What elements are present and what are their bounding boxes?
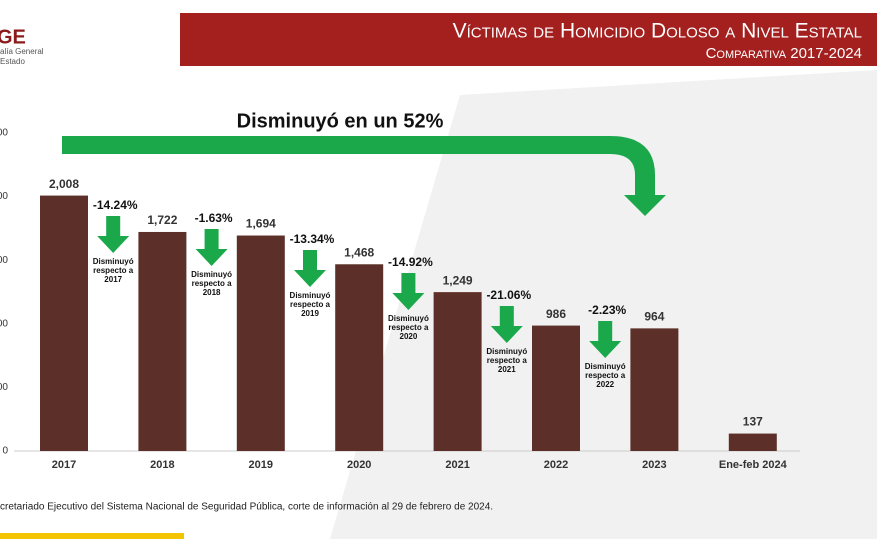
logo-subtitle: Estado (0, 57, 25, 66)
change-label: -14.92% (388, 255, 433, 269)
change-note: respecto a (487, 356, 528, 365)
change-note: Disminuyó (93, 257, 134, 266)
decrease-arrow (62, 136, 666, 216)
change-note: 2020 (400, 332, 418, 341)
x-tick-label: 2023 (642, 459, 666, 471)
change-label: -21.06% (486, 288, 531, 302)
change-note: respecto a (585, 371, 626, 380)
change-note: Disminuyó (290, 291, 331, 300)
logo-subtitle: alía General (0, 47, 44, 56)
bar (335, 264, 384, 451)
change-note: 2019 (301, 309, 319, 318)
change-note: 2022 (596, 380, 614, 389)
value-label: 986 (546, 307, 566, 321)
change-arrow (490, 306, 523, 343)
value-label: 137 (743, 415, 763, 429)
change-note: Disminuyó (486, 347, 527, 356)
change-note: Disminuyó (388, 314, 429, 323)
change-label: -14.24% (93, 198, 138, 212)
y-tick-label: 2,500 (0, 128, 8, 139)
x-tick-label: 2019 (249, 459, 273, 471)
x-tick-label: 2021 (445, 459, 469, 471)
x-tick-label: 2022 (544, 459, 568, 471)
value-label: 1,249 (443, 273, 473, 287)
bar (532, 325, 580, 451)
y-tick-label: 2,000 (0, 191, 8, 202)
x-tick-label: Ene-feb 2024 (719, 459, 788, 471)
logo: GE (0, 26, 26, 48)
change-arrow (97, 216, 130, 253)
value-label: 1,694 (246, 217, 276, 231)
change-note: Disminuyó (191, 270, 232, 279)
change-label: -13.34% (290, 232, 335, 246)
change-arrow (294, 250, 326, 287)
change-note: Disminuyó (585, 362, 626, 371)
banner: Disminuyó en un 52% (237, 110, 444, 132)
change-note: 2021 (498, 365, 516, 374)
change-arrow (195, 229, 228, 266)
value-label: 1,468 (344, 245, 374, 259)
change-note: respecto a (93, 266, 134, 275)
bar (630, 328, 679, 451)
x-tick-label: 2017 (52, 459, 76, 471)
y-tick-label: 1,000 (0, 318, 8, 329)
header-subtitle: Comparativa 2017-2024 (706, 45, 862, 62)
change-label: -1.63% (195, 211, 233, 225)
change-note: respecto a (192, 279, 233, 288)
x-tick-label: 2020 (347, 459, 371, 471)
y-tick-label: 1,500 (0, 255, 8, 266)
change-arrow (589, 321, 622, 358)
change-note: respecto a (290, 300, 331, 309)
bar (433, 292, 482, 451)
bar (728, 433, 777, 451)
y-tick-label: 0 (2, 446, 8, 457)
bar (40, 195, 88, 451)
header-title: Víctimas de Homicidio Doloso a Nivel Est… (453, 20, 862, 43)
y-tick-label: 500 (0, 382, 8, 393)
footer-strip (0, 533, 184, 539)
source: cretariado Ejecutivo del Sistema Naciona… (0, 502, 493, 513)
change-note: 2017 (104, 275, 122, 284)
x-tick-label: 2018 (150, 459, 174, 471)
bar (138, 231, 187, 451)
change-note: respecto a (388, 323, 429, 332)
header-bar (180, 13, 877, 66)
bar (236, 235, 285, 451)
change-label: -2.23% (588, 303, 626, 317)
change-arrow (392, 273, 425, 310)
value-label: 1,722 (147, 213, 177, 227)
change-note: 2018 (203, 288, 221, 297)
value-label: 964 (644, 310, 664, 324)
value-label: 2,008 (49, 177, 79, 191)
